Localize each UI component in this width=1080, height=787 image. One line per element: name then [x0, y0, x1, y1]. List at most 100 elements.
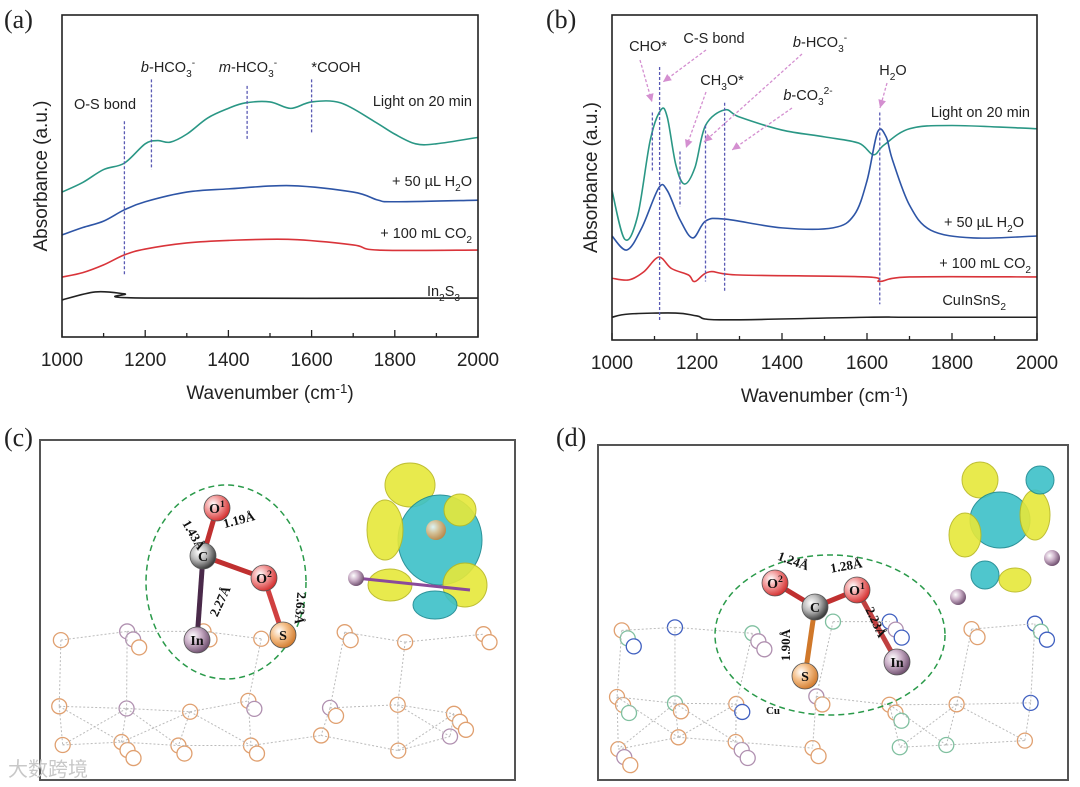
marker-label-4: b-CO32-​	[783, 86, 832, 108]
lattice-bond	[674, 626, 753, 634]
marker-label-5: H2O	[879, 63, 906, 83]
bond-length-label: 1.28Å	[829, 555, 864, 575]
x-tick-label: 1800	[931, 353, 973, 374]
plot-frame	[611, 14, 1038, 341]
bond-length-label: 2.63Å	[292, 592, 310, 626]
charge-accumulation-isosurface	[367, 568, 413, 602]
atom-In	[183, 626, 211, 654]
atom-label: O1​	[209, 499, 225, 517]
atom-label: O2​	[767, 574, 783, 592]
marker-label-1: b-HCO3-​	[141, 58, 195, 80]
lattice-bond	[203, 630, 262, 640]
marker-label-1: C-S bond	[683, 31, 744, 47]
lattice-bond	[678, 703, 737, 738]
atom-label: In	[190, 634, 203, 649]
series-line-1	[61, 184, 479, 236]
lattice-bond	[956, 702, 1031, 705]
x-tick-label: 1400	[761, 353, 803, 374]
lattice-atom	[810, 747, 827, 765]
y-axis-title: Absorbance (a.u.)	[31, 100, 52, 251]
chart-a: Light on 20 min + 50 µL H2O + 100 mL CO2​ I…	[31, 14, 499, 404]
charge-depletion-isosurface	[970, 560, 1000, 590]
charge-accumulation-isosurface	[366, 499, 404, 561]
annotation-arrow-1	[662, 49, 707, 83]
lattice-atom	[246, 700, 263, 718]
charge-accumulation-isosurface	[442, 562, 488, 608]
lattice-bond	[397, 704, 455, 715]
atom-O	[761, 569, 789, 597]
lattice-bond	[616, 630, 623, 698]
adsorption-site-highlight	[714, 554, 946, 716]
atom-O	[250, 564, 278, 592]
charge-accumulation-isosurface	[948, 512, 982, 558]
lattice-atom	[457, 721, 475, 738]
arrowhead-0	[646, 93, 654, 102]
atom-C	[801, 593, 829, 621]
x-tick-label: 1200	[124, 350, 166, 371]
charge-depletion-isosurface	[1025, 465, 1055, 495]
atom-In-ghost	[1044, 550, 1060, 566]
lattice-atom	[756, 641, 773, 658]
lattice-bond	[956, 703, 1026, 742]
charge-accumulation-isosurface	[1019, 489, 1051, 541]
lattice-atom	[893, 629, 910, 646]
lattice-bond	[321, 734, 399, 752]
lattice-atom	[342, 632, 359, 649]
lattice-atom	[620, 704, 638, 722]
lattice-bond	[816, 695, 890, 706]
charge-accumulation-isosurface	[961, 461, 999, 499]
lattice-atom	[625, 638, 642, 655]
atom-S	[791, 662, 819, 690]
series-line-3	[611, 312, 1037, 321]
lattice-atom	[893, 712, 910, 729]
panel-label-a: (a)	[4, 5, 33, 34]
lattice-atom	[622, 757, 639, 774]
lattice-bond	[60, 630, 128, 641]
atom-label: C	[810, 601, 820, 616]
x-tick-label: 1600	[290, 350, 332, 371]
charge-accumulation-isosurface	[443, 493, 477, 527]
lattice-bond	[177, 711, 191, 746]
lattice-bond	[616, 696, 679, 738]
lattice-bond	[956, 629, 973, 705]
lattice-bond	[1030, 623, 1036, 703]
lattice-atom	[1038, 631, 1056, 648]
annotation-arrow-3	[703, 53, 803, 143]
lattice-bond	[121, 711, 191, 743]
atom-In	[883, 648, 911, 676]
x-tick-label: 1800	[374, 350, 416, 371]
bond-2	[194, 555, 206, 641]
series-label-2: + 100 mL CO2​	[380, 226, 472, 246]
y-axis-title: Absorbance (a.u.)	[581, 102, 602, 253]
lattice-bond	[888, 704, 901, 748]
lattice-bond	[971, 623, 1035, 630]
charge-accumulation-isosurface	[384, 462, 436, 508]
atom-C	[189, 542, 217, 570]
series-label-3: In2S3​	[427, 284, 460, 304]
lattice-bond	[58, 706, 64, 746]
annotation-arrow-4	[731, 107, 793, 151]
atom-label: S	[279, 629, 287, 644]
series-label-1: + 50 µL H2O	[392, 174, 472, 194]
lattice-bond	[397, 642, 406, 705]
lattice-atom	[814, 696, 831, 713]
lattice-bond	[190, 700, 249, 713]
bond-length-label: 1.90Å	[778, 628, 793, 661]
atom-label: O2​	[256, 569, 272, 587]
lattice-bond	[329, 632, 346, 708]
lattice-bond	[59, 705, 127, 709]
series-line-0	[61, 100, 479, 193]
lattice-bond	[812, 696, 817, 749]
marker-label-0: CHO*	[629, 39, 667, 55]
atom-S	[269, 621, 297, 649]
panel-label-d: (d)	[556, 423, 586, 452]
lattice-bond	[405, 633, 484, 643]
lattice-atom	[125, 749, 142, 767]
lattice-bond	[617, 702, 676, 750]
series-line-0	[611, 107, 1038, 241]
lattice-bond	[247, 638, 262, 701]
lattice-atom	[739, 749, 756, 767]
arrowhead-1	[663, 74, 672, 82]
lattice-atom	[734, 703, 751, 721]
